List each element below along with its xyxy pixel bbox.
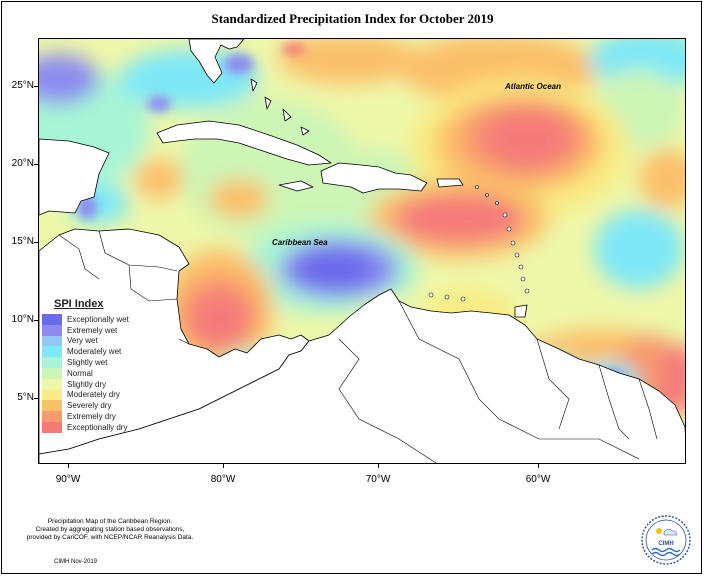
hispaniola-land	[320, 162, 428, 194]
lat-label-25n: 25°N	[11, 80, 34, 91]
lat-tick-15n	[34, 242, 38, 243]
legend-swatch	[42, 400, 62, 412]
legend-swatch	[42, 357, 62, 368]
legend-label: Slightly wet	[67, 358, 108, 368]
wave-icon	[651, 547, 681, 553]
legend-label: Extremely dry	[67, 412, 116, 422]
footer-line-3: provided by CariCOF, with NCEP/NCAR Rean…	[26, 534, 194, 541]
caribbean-sea-label: Caribbean Sea	[272, 238, 328, 247]
mexico-land	[39, 138, 110, 216]
sun-icon	[656, 528, 662, 534]
legend-swatch	[42, 389, 62, 401]
lon-tick-70w	[378, 464, 379, 468]
atlantic-ocean-label: Atlantic Ocean	[505, 82, 562, 91]
puerto-rico-land	[436, 178, 464, 188]
legend-label: Very wet	[67, 336, 98, 346]
lat-tick-10n	[34, 320, 38, 321]
legend-swatch	[42, 367, 62, 379]
map-footer: Precipitation Map of the Caribbean Regio…	[15, 518, 205, 542]
south-america-land	[39, 288, 685, 463]
lat-label-10n: 10°N	[11, 314, 34, 325]
bahamas-land	[250, 78, 310, 136]
lat-tick-20n	[34, 164, 38, 165]
lat-label-15n: 15°N	[11, 236, 34, 247]
legend-swatch	[42, 378, 62, 390]
legend-item: Exceptionally wet	[42, 314, 150, 325]
legend-item: Moderately dry	[42, 389, 150, 401]
legend-item: Extremely dry	[42, 411, 150, 422]
legend-swatch	[42, 335, 62, 347]
legend-item: Normal	[42, 367, 150, 379]
legend-swatch	[42, 324, 62, 336]
lon-label-90w: 90°W	[55, 474, 81, 485]
logo-text: CIMH	[658, 541, 673, 547]
credit-text: CIMH Nov-2019	[54, 559, 98, 565]
legend-label: Severely dry	[67, 401, 112, 411]
legend-label: Moderately dry	[67, 390, 120, 400]
cimh-logo: CIMH	[640, 514, 692, 566]
legend-item: Severely dry	[42, 400, 150, 412]
legend-label: Normal	[67, 368, 93, 378]
lon-tick-90w	[68, 464, 69, 468]
lat-tick-25n	[34, 86, 38, 87]
legend-swatch	[42, 411, 62, 422]
legend-item: Extremely wet	[42, 324, 150, 336]
lon-tick-60w	[538, 464, 539, 468]
lesser-antilles	[428, 185, 530, 302]
lon-label-70w: 70°W	[365, 474, 391, 485]
cloud-icon	[663, 529, 678, 536]
spi-legend: SPI Index Exceptionally wet Extremely wet…	[42, 298, 150, 433]
spi-map-canvas	[39, 39, 685, 463]
legend-rows: Exceptionally wet Extremely wet Very wet Mo…	[42, 314, 150, 433]
cuba-land	[156, 120, 332, 166]
legend-label: Slightly dry	[67, 379, 107, 389]
lon-label-60w: 60°W	[525, 474, 551, 485]
lon-label-80w: 80°W	[210, 474, 236, 485]
florida-land	[188, 39, 245, 84]
country-borders	[58, 230, 658, 463]
lat-label-5n: 5°N	[17, 392, 34, 403]
legend-swatch	[42, 421, 62, 433]
legend-label: Exceptionally wet	[67, 314, 129, 324]
land-masses	[39, 39, 685, 463]
legend-title: SPI Index	[54, 298, 104, 310]
legend-label: Extremely wet	[67, 325, 118, 335]
legend-item: Slightly wet	[42, 357, 150, 368]
lat-tick-5n	[34, 398, 38, 399]
legend-item: Moderately wet	[42, 346, 150, 358]
legend-item: Very wet	[42, 335, 150, 347]
map-title: Standardized Precipitation Index for Oct…	[211, 11, 494, 26]
legend-item: Exceptionally dry	[42, 421, 150, 433]
jamaica-land	[278, 180, 314, 192]
footer-line-1: Precipitation Map of the Caribbean Regio…	[47, 518, 173, 525]
legend-swatch	[42, 314, 62, 325]
spi-map[interactable]	[38, 38, 686, 464]
lon-tick-80w	[223, 464, 224, 468]
trinidad-land	[514, 304, 528, 318]
lat-label-20n: 20°N	[11, 158, 34, 169]
legend-swatch	[42, 346, 62, 358]
legend-item: Slightly dry	[42, 378, 150, 390]
footer-line-2: Created by aggregating station based obs…	[35, 526, 185, 533]
legend-label: Moderately wet	[67, 347, 122, 357]
legend-label: Exceptionally dry	[67, 422, 128, 432]
